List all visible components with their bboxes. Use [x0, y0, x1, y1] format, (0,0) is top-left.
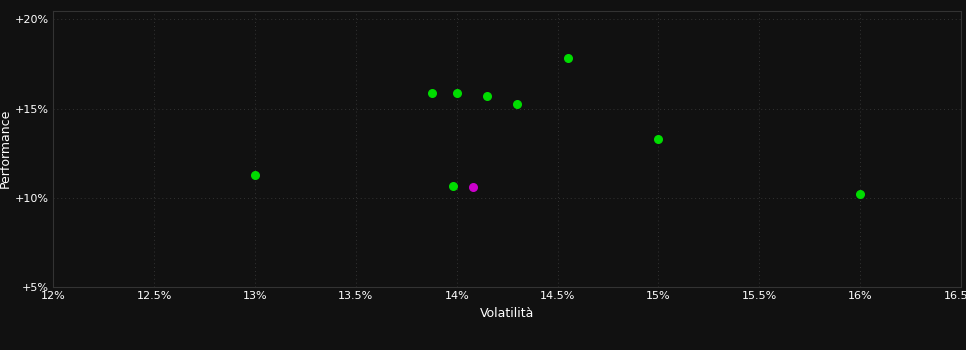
Point: [560, 55, 576, 61]
Point: [853, 191, 868, 197]
Point: [509, 102, 525, 107]
X-axis label: Volatilità: Volatilità: [480, 307, 534, 320]
Point: [247, 172, 263, 177]
Y-axis label: Performance: Performance: [0, 109, 12, 188]
Point: [425, 90, 440, 95]
Point: [449, 90, 465, 95]
Point: [479, 93, 495, 99]
Point: [465, 184, 480, 190]
Point: [445, 183, 461, 189]
Point: [651, 136, 667, 142]
